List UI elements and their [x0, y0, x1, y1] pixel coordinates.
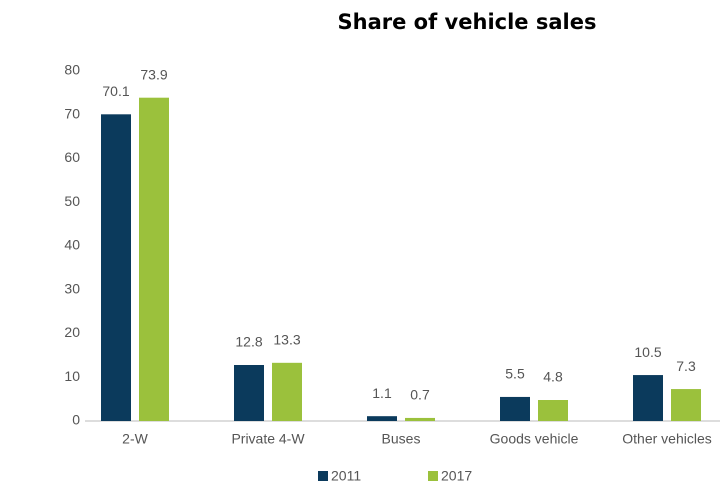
- value-label: 0.7: [410, 387, 430, 403]
- y-tick-label: 80: [64, 62, 80, 78]
- bar: [234, 365, 264, 421]
- y-tick-label: 40: [64, 237, 80, 253]
- x-tick-label: Buses: [382, 431, 421, 447]
- y-tick-label: 10: [64, 368, 80, 384]
- legend-swatch: [318, 471, 328, 481]
- bar: [500, 396, 530, 421]
- value-label: 7.3: [676, 358, 696, 374]
- bar: [272, 362, 302, 421]
- x-tick-label: Other vehicles: [622, 431, 711, 447]
- legend-label: 2017: [441, 468, 472, 484]
- bar: [367, 416, 397, 421]
- value-label: 13.3: [273, 332, 300, 348]
- value-label: 73.9: [140, 66, 167, 82]
- y-tick-label: 0: [72, 412, 80, 428]
- x-tick-label: 2-W: [122, 431, 148, 447]
- y-tick-label: 20: [64, 324, 80, 340]
- y-tick-label: 60: [64, 149, 80, 165]
- bar: [405, 417, 435, 421]
- x-tick-label: Private 4-W: [231, 431, 305, 447]
- bar: [671, 389, 701, 421]
- x-tick-label: Goods vehicle: [490, 431, 579, 447]
- value-label: 1.1: [372, 385, 392, 401]
- y-tick-label: 30: [64, 280, 80, 296]
- chart-title: Share of vehicle sales: [338, 10, 597, 34]
- value-label: 4.8: [543, 369, 563, 385]
- y-tick-label: 70: [64, 105, 80, 121]
- y-tick-label: 50: [64, 193, 80, 209]
- bar: [101, 114, 131, 421]
- bar: [633, 375, 663, 421]
- value-label: 5.5: [505, 366, 525, 382]
- bar: [538, 400, 568, 421]
- value-label: 70.1: [102, 83, 129, 99]
- legend-swatch: [428, 471, 438, 481]
- bar: [139, 97, 169, 421]
- value-label: 10.5: [634, 344, 661, 360]
- value-label: 12.8: [235, 334, 262, 350]
- legend-label: 2011: [331, 468, 361, 484]
